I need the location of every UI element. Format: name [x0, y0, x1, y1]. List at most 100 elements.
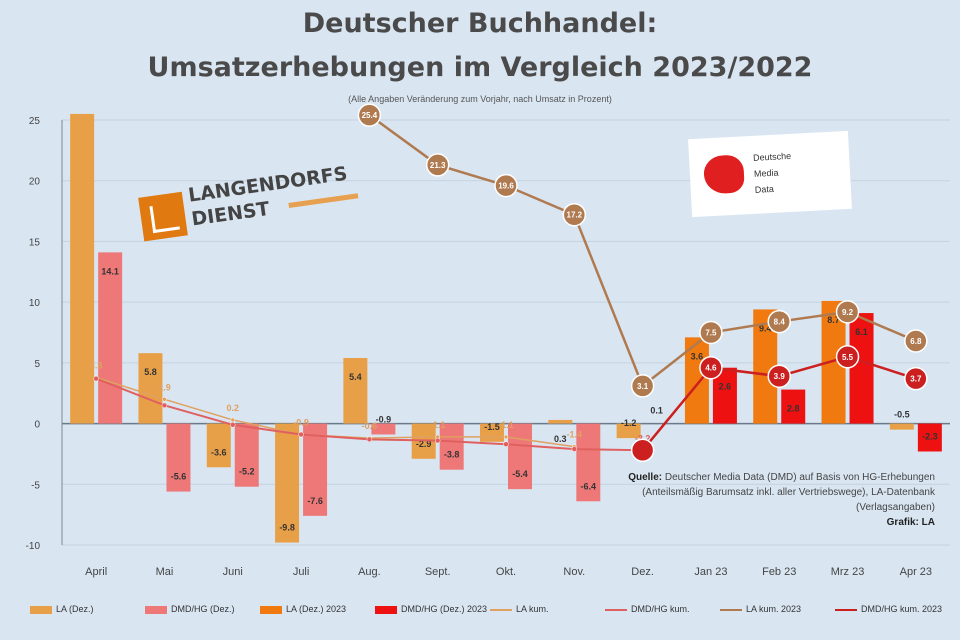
bar — [616, 423, 641, 439]
legend-item: LA (Dez.) 2023 — [260, 604, 346, 622]
source-text: Deutscher Media Data (DMD) auf Basis von… — [642, 472, 935, 513]
legend-label: DMD/HG (Dez.) — [171, 604, 235, 614]
line-point — [767, 364, 791, 388]
line-point — [357, 103, 382, 127]
x-tick-label: Sept. — [425, 566, 451, 578]
bar — [684, 337, 709, 424]
x-tick-label: Aug. — [358, 566, 381, 578]
bar-value-label: 14.1 — [101, 266, 119, 276]
logo-stripe — [288, 193, 359, 208]
chart-credit: Grafik: LA — [886, 517, 935, 528]
line-value-label: -1.1 — [498, 420, 514, 430]
legend-swatch — [30, 605, 52, 614]
line-value-label: 25.4 — [362, 111, 378, 120]
bar — [508, 423, 532, 490]
x-tick-label: Juni — [223, 566, 243, 578]
legend-item: DMD/HG (Dez.) 2023 — [375, 604, 487, 622]
legend-item: DMD/HG kum. 2023 — [835, 604, 942, 622]
legend-label: DMD/HG (Dez.) 2023 — [401, 604, 488, 614]
x-tick-label: April — [85, 566, 107, 578]
x-tick-label: Mai — [156, 566, 174, 578]
legend-swatch — [490, 608, 512, 611]
bar-value-label: -2.3 — [922, 432, 938, 442]
bar-value-label: -5.2 — [239, 467, 255, 477]
line-value-label: 0.2 — [227, 403, 240, 413]
bar — [275, 423, 300, 543]
chart-legend: LA (Dez.) DMD/HG (Dez.) LA (Dez.) 2023 DMD/… — [30, 604, 950, 622]
chart-title-line1: Deutscher Buchhandel: — [302, 8, 658, 39]
line-point — [904, 329, 928, 353]
bar — [343, 358, 368, 424]
line-point — [162, 397, 167, 402]
line-point — [494, 173, 518, 198]
legend-label: LA kum. 2023 — [746, 604, 802, 614]
line-point — [230, 417, 236, 423]
bar-value-label: -6.4 — [581, 481, 597, 491]
legend-swatch — [720, 608, 742, 611]
legend-item: LA kum. 2023 — [720, 604, 801, 622]
line-point — [699, 355, 723, 380]
bar — [138, 353, 163, 424]
bar — [303, 423, 328, 516]
bar — [98, 252, 123, 424]
legend-label: LA (Dez.) 2023 — [286, 604, 347, 614]
source-note: Quelle: Deutscher Media Data (DMD) auf B… — [605, 470, 935, 530]
line-value-label: -1.4 — [567, 430, 583, 440]
line-value-label: 3.7 — [910, 375, 922, 384]
bar-value-label: -5.4 — [512, 469, 528, 479]
media-data-logo: Deutsche Media Data — [688, 130, 852, 218]
logo-right-line1: Deutsche — [752, 150, 792, 163]
legend-label: DMD/HG kum. 2023 — [861, 604, 943, 614]
chart-title-line2: Umsatzerhebungen im Vergleich 2023/2022 — [147, 52, 813, 83]
legend-label: LA (Dez.) — [56, 604, 94, 614]
bar-value-label: -5.6 — [171, 472, 187, 482]
line-point — [503, 441, 509, 447]
bar — [371, 423, 396, 435]
bar-value-label: 5.8 — [144, 367, 157, 377]
line-point — [835, 300, 860, 324]
x-tick-label: Apr 23 — [900, 566, 932, 578]
y-tick-label: -5 — [31, 480, 40, 491]
line-point — [904, 366, 928, 391]
bar — [439, 423, 464, 470]
legend-item: DMD/HG (Dez.) — [145, 604, 235, 622]
legend-item: LA (Dez.) — [30, 604, 94, 622]
line-point — [230, 422, 236, 428]
bar-value-label: -3.6 — [211, 447, 227, 457]
line-value-label: -1.1 — [430, 420, 446, 430]
line-point — [630, 438, 655, 463]
y-tick-label: 15 — [29, 237, 41, 248]
line-value-label: 6.8 — [910, 337, 922, 346]
line-point — [161, 402, 168, 409]
bar-value-label: 2.8 — [787, 404, 800, 414]
source-label: Quelle: — [628, 472, 663, 483]
line-value-label: -0.6 — [362, 421, 378, 431]
bar-value-label: 6.1 — [855, 327, 868, 337]
x-tick-label: Juli — [293, 566, 310, 578]
legend-swatch — [145, 605, 167, 614]
legend-label: DMD/HG kum. — [631, 604, 690, 614]
logo-mark-icon — [138, 191, 188, 242]
bar-value-label: -0.5 — [894, 410, 910, 420]
line-value-label: 19.6 — [498, 182, 514, 191]
legend-swatch — [835, 608, 857, 611]
bar-value-label: 3.6 — [691, 351, 704, 361]
bar — [166, 423, 191, 492]
line-point — [503, 434, 509, 440]
x-tick-label: Feb 23 — [762, 566, 796, 578]
x-tick-label: Dez. — [631, 566, 654, 578]
bar — [917, 423, 942, 452]
bar-value-label: -0.9 — [376, 415, 392, 425]
y-tick-label: 10 — [29, 298, 41, 309]
extra-value-label: 0.1 — [650, 406, 663, 416]
line-point — [699, 320, 723, 345]
x-tick-label: Okt. — [496, 566, 516, 578]
line-value-label: -2.2 — [635, 433, 651, 443]
line-point — [562, 202, 587, 227]
bar — [781, 389, 806, 424]
line-value-label: 21.3 — [430, 161, 446, 170]
bar — [849, 313, 874, 424]
logo-blob-icon — [702, 154, 745, 195]
